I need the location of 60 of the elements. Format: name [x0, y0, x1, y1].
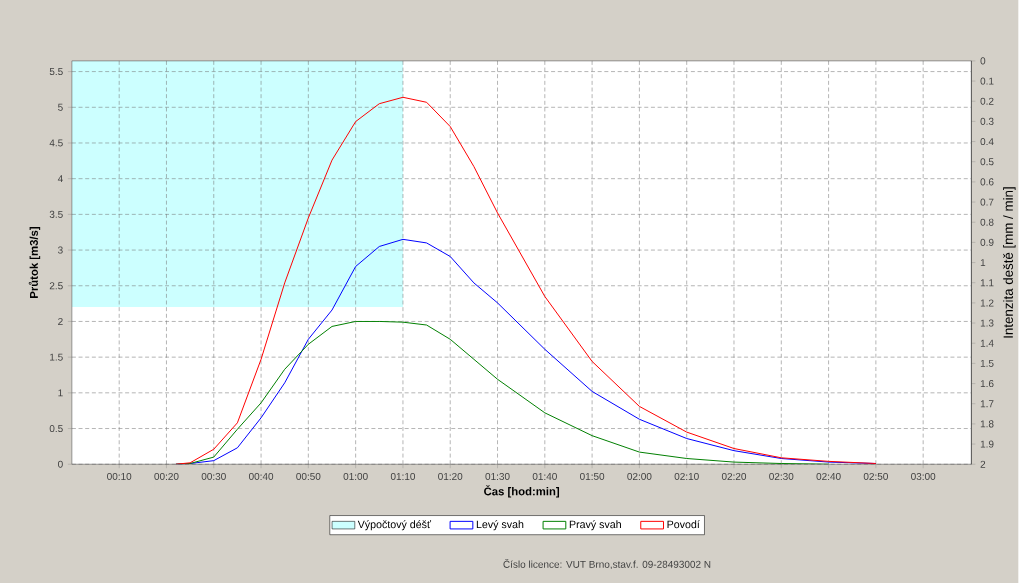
y2-tick-label: 0.5	[980, 158, 994, 166]
text: Číslo licence: VUT Brno,stav.f. 09-28493002 N	[503, 559, 711, 570]
x-tick-label: 01:20	[438, 472, 463, 480]
y2-tick-label: 0.2	[980, 97, 994, 105]
x-tick-label: 00:10	[107, 472, 132, 480]
y2-tick-label: 0.9	[980, 238, 994, 246]
x-tick-label: 01:30	[485, 472, 510, 480]
x-tick-label: 02:40	[816, 472, 841, 480]
x-tick-label: 02:20	[721, 472, 747, 480]
y2-tick-label: 1.4	[980, 339, 994, 347]
y2-tick-label: 1.1	[980, 279, 994, 287]
x-tick-label: 02:10	[674, 472, 699, 480]
x-tick-label: 03:00	[911, 472, 936, 480]
legend-label: Pravý svah	[569, 520, 621, 531]
y2-tick-label: 1.3	[980, 319, 994, 327]
y2-tick-label: 1	[980, 259, 986, 266]
y-tick-label: 4.5	[49, 139, 63, 147]
y-tick-label: 2.5	[49, 282, 63, 290]
x-tick-label: 01:10	[390, 472, 416, 480]
y-tick-label: 1.5	[50, 353, 63, 361]
y2-tick-label: 0.8	[980, 218, 994, 226]
y2-tick-label: 0.1	[980, 77, 994, 85]
y2-tick-label: 1.7	[980, 400, 994, 408]
legend-label: Výpočtový déšť	[357, 520, 432, 531]
y-tick-label: 3	[58, 246, 63, 254]
y-axis-title: Průtok [m3/s]	[28, 227, 41, 298]
y2-tick-label: 0	[980, 57, 986, 65]
y2-tick-label: 2	[980, 460, 986, 468]
legend-label: Levý svah	[476, 520, 524, 531]
x-tick-label: 01:00	[343, 472, 368, 480]
y2-tick-label: 0.4	[980, 138, 994, 146]
y2-tick-label: 1.2	[980, 299, 994, 307]
x-tick-label: 01:40	[532, 472, 557, 480]
x-tick-label: 00:50	[296, 472, 321, 480]
y-tick-label: 0	[58, 460, 63, 468]
y-tick-label: 1	[58, 389, 63, 397]
y2-tick-label: 0.3	[980, 117, 994, 125]
y2-tick-label: 1.6	[980, 380, 994, 388]
y-tick-label: 5.5	[49, 68, 63, 76]
x-tick-label: 00:40	[248, 472, 274, 480]
y2-tick-label: 1.8	[980, 420, 994, 428]
legend-label: Povodí	[667, 520, 700, 529]
x-tick-label: 02:00	[627, 472, 652, 480]
x-tick-label: 02:30	[769, 472, 794, 480]
y2-tick-label: 0.6	[980, 178, 994, 186]
x-tick-label: 00:30	[201, 472, 226, 480]
y2-tick-label: 1.5	[980, 359, 994, 367]
y2-tick-label: 1.9	[980, 440, 994, 448]
y-tick-label: 3.5	[49, 210, 63, 218]
y-tick-label: 2	[58, 317, 63, 325]
x-axis-title: Čas [hod:min]	[484, 485, 560, 498]
x-tick-label: 02:50	[863, 472, 888, 480]
line-series	[175, 96, 877, 465]
y-tick-label: 5	[58, 103, 63, 111]
x-tick-label: 00:20	[154, 472, 179, 480]
y-tick-label: 4	[57, 175, 63, 183]
y2-tick-label: 0.7	[980, 198, 994, 206]
y2-axis-title: Intenzita deště [mm / min]	[1003, 187, 1016, 338]
y-tick-label: 0.5	[49, 424, 63, 433]
x-tick-label: 01:50	[580, 472, 605, 480]
